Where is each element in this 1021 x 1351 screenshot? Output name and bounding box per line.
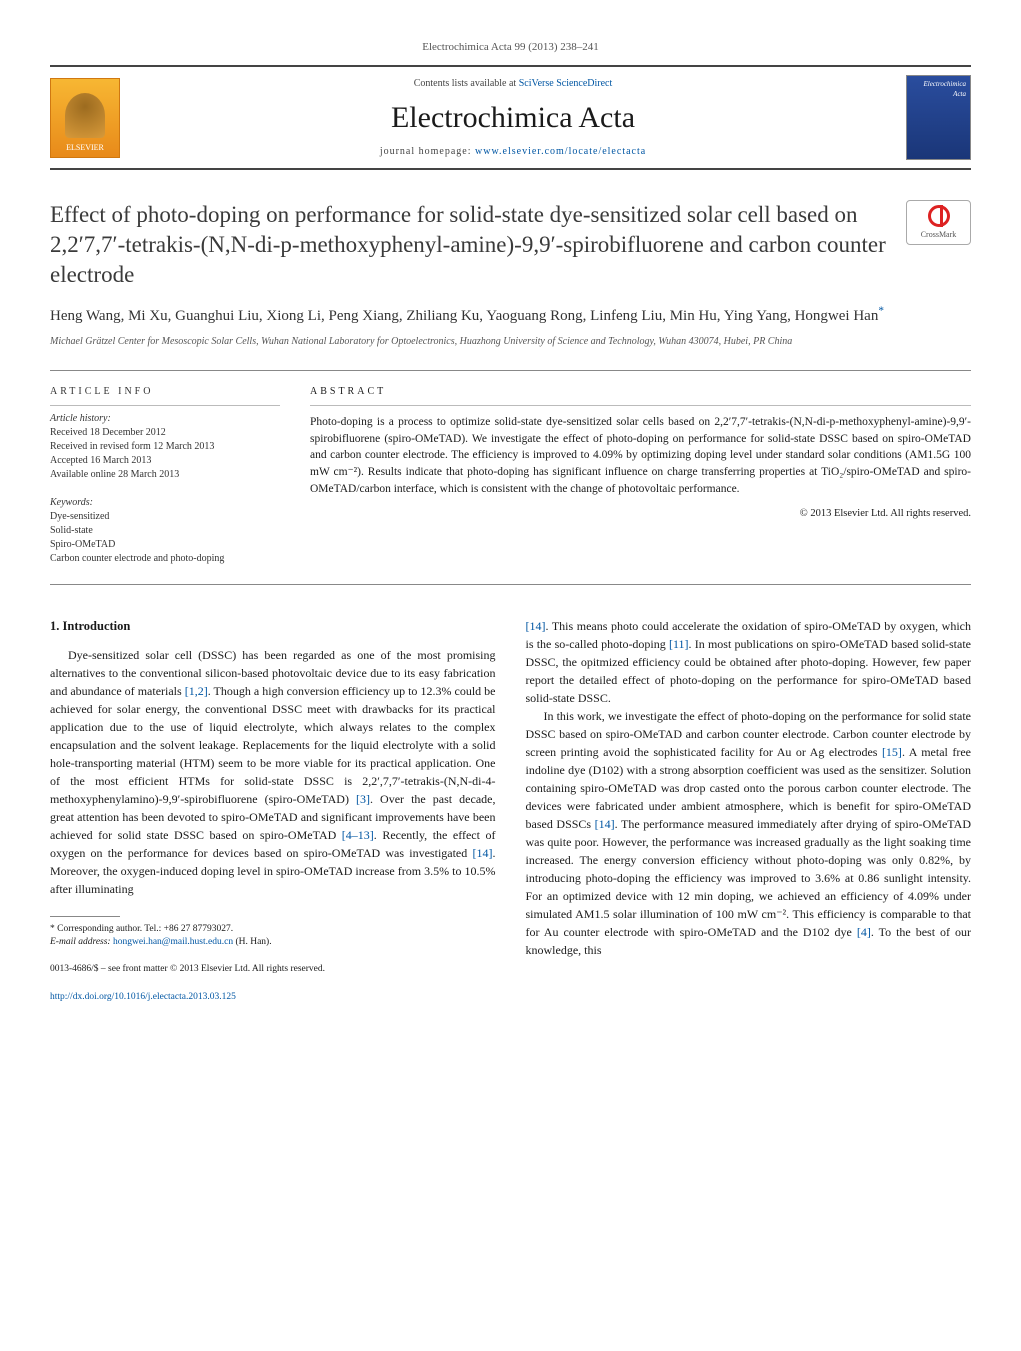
history-label: Article history:: [50, 412, 280, 426]
citation-link[interactable]: [14]: [526, 619, 546, 633]
homepage-line: journal homepage: www.elsevier.com/locat…: [120, 145, 906, 159]
history-online: Available online 28 March 2013: [50, 468, 280, 482]
journal-name: Electrochimica Acta: [120, 97, 906, 139]
homepage-link[interactable]: www.elsevier.com/locate/electacta: [475, 146, 646, 157]
crossmark-badge[interactable]: CrossMark: [906, 200, 971, 245]
intro-paragraph-2: [14]. This means photo could accelerate …: [526, 617, 972, 707]
abstract-heading: ABSTRACT: [310, 385, 971, 399]
body-column-left: 1. Introduction Dye-sensitized solar cel…: [50, 617, 496, 1004]
citation-link[interactable]: [4–13]: [342, 828, 374, 842]
intro-paragraph-3: In this work, we investigate the effect …: [526, 707, 972, 959]
elsevier-logo-text: ELSEVIER: [66, 142, 104, 153]
abstract-rule: [310, 405, 971, 406]
body-column-right: [14]. This means photo could accelerate …: [526, 617, 972, 1004]
citation-link[interactable]: [15]: [882, 745, 902, 759]
citation-link[interactable]: [14]: [473, 846, 493, 860]
author-list: Heng Wang, Mi Xu, Guanghui Liu, Xiong Li…: [50, 304, 971, 327]
email-name: (H. Han).: [233, 937, 272, 947]
journal-header: ELSEVIER Contents lists available at Sci…: [50, 65, 971, 170]
doi-link[interactable]: http://dx.doi.org/10.1016/j.electacta.20…: [50, 992, 236, 1002]
contents-prefix: Contents lists available at: [414, 78, 519, 89]
homepage-prefix: journal homepage:: [380, 146, 475, 157]
elsevier-tree-icon: [65, 93, 105, 138]
abstract-block: ABSTRACT Photo-doping is a process to op…: [310, 385, 971, 566]
keyword: Spiro-OMeTAD: [50, 538, 280, 552]
keyword: Dye-sensitized: [50, 510, 280, 524]
citation-link[interactable]: [14]: [595, 817, 615, 831]
citation-link[interactable]: [4]: [857, 925, 871, 939]
keyword: Solid-state: [50, 524, 280, 538]
crossmark-icon: [928, 205, 950, 227]
history-received: Received 18 December 2012: [50, 426, 280, 440]
corresponding-mark: *: [878, 305, 884, 317]
footer-issn: 0013-4686/$ – see front matter © 2013 El…: [50, 963, 496, 976]
article-info-block: ARTICLE INFO Article history: Received 1…: [50, 385, 280, 566]
email-link[interactable]: hongwei.han@mail.hust.edu.cn: [113, 937, 233, 947]
cover-thumb-text: Electrochimica Acta: [923, 80, 966, 98]
author-names: Heng Wang, Mi Xu, Guanghui Liu, Xiong Li…: [50, 308, 878, 324]
elsevier-logo: ELSEVIER: [50, 78, 120, 158]
article-title: Effect of photo-doping on performance fo…: [50, 200, 906, 290]
history-accepted: Accepted 16 March 2013: [50, 454, 280, 468]
corresponding-footnote: * Corresponding author. Tel.: +86 27 877…: [50, 923, 496, 936]
article-info-heading: ARTICLE INFO: [50, 385, 280, 399]
p3-text: . The performance measured immediately a…: [526, 817, 972, 939]
section-heading-introduction: 1. Introduction: [50, 617, 496, 636]
email-footnote: E-mail address: hongwei.han@mail.hust.ed…: [50, 936, 496, 949]
contents-line: Contents lists available at SciVerse Sci…: [120, 77, 906, 91]
keyword: Carbon counter electrode and photo-dopin…: [50, 552, 280, 566]
intro-paragraph-1: Dye-sensitized solar cell (DSSC) has bee…: [50, 646, 496, 898]
journal-cover-thumbnail: Electrochimica Acta: [906, 75, 971, 160]
crossmark-label: CrossMark: [921, 229, 957, 240]
email-label: E-mail address:: [50, 937, 113, 947]
info-rule: [50, 405, 280, 406]
citation-link[interactable]: [11]: [669, 637, 689, 651]
citation-link[interactable]: [1,2]: [185, 684, 208, 698]
citation-link[interactable]: [3]: [356, 792, 370, 806]
sciencedirect-link[interactable]: SciVerse ScienceDirect: [519, 78, 613, 89]
footnote-separator: [50, 916, 120, 917]
p1-text: . Though a high conversion efficiency up…: [50, 684, 496, 806]
abstract-copyright: © 2013 Elsevier Ltd. All rights reserved…: [310, 507, 971, 522]
footer-doi: http://dx.doi.org/10.1016/j.electacta.20…: [50, 991, 496, 1004]
affiliation: Michael Grätzel Center for Mesoscopic So…: [50, 335, 971, 348]
keywords-label: Keywords:: [50, 496, 280, 510]
history-revised: Received in revised form 12 March 2013: [50, 440, 280, 454]
abstract-text: Photo-doping is a process to optimize so…: [310, 414, 971, 497]
journal-reference: Electrochimica Acta 99 (2013) 238–241: [50, 40, 971, 55]
